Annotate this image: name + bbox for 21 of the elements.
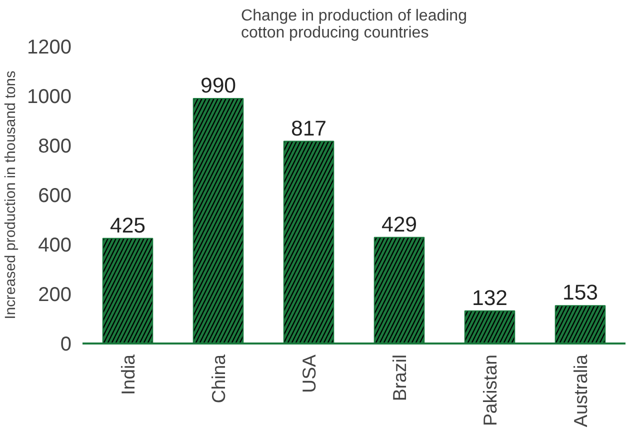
y-tick-label: 200 [38, 284, 72, 306]
y-tick-label: 1200 [27, 36, 72, 58]
x-tick-label: Brazil [388, 354, 410, 402]
data-label: 990 [200, 73, 236, 98]
y-tick-label: 1000 [27, 86, 72, 108]
y-tick-label: 0 [60, 334, 72, 356]
y-axis-title: Increased production in thousand tons [3, 70, 20, 320]
x-tick-label: India [117, 354, 138, 395]
x-tick-label: USA [298, 354, 320, 393]
y-tick-label: 400 [38, 234, 72, 256]
y-tick-label: 600 [38, 185, 72, 207]
data-label: 429 [381, 212, 418, 236]
data-label: 153 [562, 280, 598, 305]
x-tick-label: Pakistan [479, 354, 500, 426]
data-label: 132 [472, 286, 508, 310]
y-tick-label: 800 [38, 136, 72, 158]
data-label: 817 [290, 116, 327, 140]
x-tick-label: China [208, 354, 229, 404]
x-tick-label: Australia [570, 354, 591, 428]
data-label: 425 [110, 213, 146, 238]
chart-title: Change in production of leading cotton producing countries [241, 8, 467, 42]
